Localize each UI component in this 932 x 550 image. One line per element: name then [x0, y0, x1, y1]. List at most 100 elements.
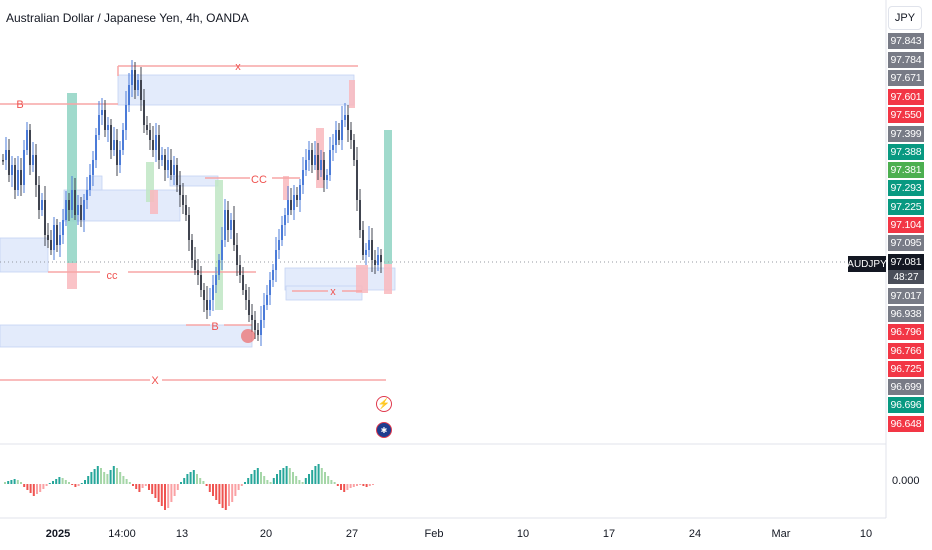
oscillator-bar [250, 474, 253, 484]
oscillator-bar [122, 476, 125, 484]
position-box [316, 128, 324, 188]
oscillator-bar [333, 482, 336, 484]
price-level-tag: 96.725 [888, 361, 924, 377]
lightning-icon[interactable]: ⚡ [376, 396, 392, 412]
oscillator-bar [292, 472, 294, 484]
signal-marker [241, 329, 255, 343]
oscillator-bar [112, 466, 115, 484]
oscillator-bar [253, 470, 256, 484]
candle-body [2, 160, 4, 162]
oscillator-bar [298, 480, 301, 484]
oscillator-bar [192, 470, 195, 484]
candle-body [143, 100, 145, 125]
candle-body [149, 130, 151, 140]
symbol-price-tag: AUDJPY [847, 256, 887, 272]
candle-body [326, 175, 328, 180]
candle-body [287, 200, 289, 215]
candle-body [26, 130, 28, 150]
oscillator-bar [7, 481, 10, 484]
time-tick-label: 27 [345, 528, 359, 540]
oscillator-bar [330, 480, 333, 484]
currency-button[interactable]: JPY [888, 6, 922, 30]
candle-body [158, 135, 160, 160]
candle-body [167, 160, 169, 170]
candle-body [224, 210, 226, 240]
price-level-tag: 97.381 [888, 162, 924, 178]
oscillator-bar [189, 472, 192, 484]
oscillator-bar [336, 484, 339, 486]
candle-body [332, 145, 334, 150]
oscillator-bar [58, 477, 61, 484]
candle-body [350, 130, 352, 140]
candle-body [68, 200, 70, 210]
candle-body [194, 260, 196, 270]
oscillator-bar [26, 484, 29, 490]
price-level-tag: 96.796 [888, 324, 924, 340]
time-tick-label: 10 [516, 528, 530, 540]
oscillator-bar [55, 479, 58, 484]
time-tick-label: 2025 [45, 528, 71, 540]
candle-body [245, 290, 247, 300]
oscillator-bar [138, 484, 141, 492]
candle-body [236, 245, 238, 265]
candle-body [92, 160, 94, 175]
candle-body [260, 320, 262, 335]
candle-body [197, 270, 199, 275]
price-level-tag: 97.843 [888, 33, 924, 49]
oscillator-bar [362, 484, 365, 486]
chart-title: Australian Dollar / Japanese Yen, 4h, OA… [6, 11, 249, 25]
oscillator-bar [128, 482, 131, 484]
oscillator-bar [282, 468, 285, 484]
candle-body [164, 155, 166, 170]
oscillator-bar [170, 484, 173, 502]
oscillator-bar [266, 480, 269, 484]
position-box [215, 180, 223, 310]
candle-body [305, 160, 307, 170]
candle-body [323, 160, 325, 180]
oscillator-bar [304, 478, 307, 484]
candle-body [299, 185, 301, 200]
candle-body [170, 160, 172, 175]
candle-body [77, 205, 79, 215]
candle-body [104, 110, 106, 130]
oscillator-bar [180, 482, 182, 484]
flag-event-icon[interactable]: ✱ [376, 422, 392, 438]
oscillator-bar [359, 484, 362, 485]
price-level-tag: 97.095 [888, 235, 924, 251]
oscillator-bar [263, 476, 266, 484]
position-box [384, 130, 392, 264]
position-box [150, 190, 158, 214]
oscillator-bar [314, 466, 317, 484]
price-level-tag: 97.399 [888, 126, 924, 142]
oscillator-bar [176, 484, 179, 490]
price-level-tag: 96.648 [888, 416, 924, 432]
oscillator-bar [352, 484, 355, 487]
time-tick-label: 10 [859, 528, 873, 540]
candle-body [209, 300, 211, 310]
oscillator-bar [365, 484, 368, 487]
candle-body [353, 140, 355, 160]
zone-box [0, 237, 49, 273]
oscillator-bar [231, 484, 234, 502]
candle-body [380, 255, 382, 262]
oscillator-bar [346, 484, 349, 490]
oscillator-bar [103, 472, 106, 484]
candle-body [377, 255, 379, 265]
oscillator-bar [356, 484, 358, 486]
oscillator-bar [208, 484, 211, 492]
candle-body [113, 140, 115, 150]
candle-body [275, 250, 277, 270]
price-level-tag: 97.225 [888, 199, 924, 215]
candle-body [98, 115, 100, 135]
candle-body [155, 135, 157, 150]
oscillator-bar [96, 466, 99, 484]
oscillator-bar [221, 484, 224, 508]
position-box [283, 176, 289, 200]
oscillator-bar [301, 482, 304, 484]
candle-body [8, 150, 10, 175]
candle-body [254, 320, 256, 330]
oscillator-bar [141, 484, 144, 488]
price-level-tag: 97.784 [888, 52, 924, 68]
candle-body [182, 195, 184, 205]
